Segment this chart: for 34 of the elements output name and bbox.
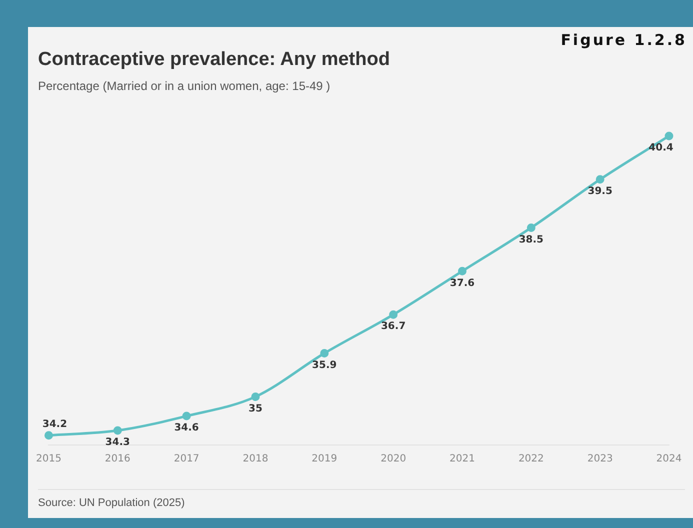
point bbox=[664, 132, 674, 140]
point bbox=[251, 392, 260, 401]
chart-subtitle: Percentage (Married or in a union women, age: 15-49 ) bbox=[38, 79, 330, 93]
chart-title: Contraceptive prevalence: Any method bbox=[38, 49, 390, 71]
x-tick-label: 2020 bbox=[380, 454, 406, 465]
data-label: 34.6 bbox=[174, 422, 199, 434]
point bbox=[458, 266, 466, 276]
data-label: 37.6 bbox=[450, 278, 475, 289]
point bbox=[596, 175, 604, 184]
data-label: 36.7 bbox=[380, 321, 406, 332]
x-tick-label: 2024 bbox=[656, 454, 682, 465]
point bbox=[526, 223, 536, 232]
data-label: 39.5 bbox=[588, 186, 612, 198]
data-label: 34.2 bbox=[42, 418, 68, 430]
x-tick-label: 2021 bbox=[450, 454, 475, 465]
data-label: 38.5 bbox=[518, 234, 544, 246]
x-tick-label: 2023 bbox=[587, 454, 613, 465]
point bbox=[113, 426, 122, 435]
point bbox=[44, 431, 53, 440]
source-note: Source: UN Population (2025) bbox=[38, 497, 185, 509]
point bbox=[320, 349, 329, 358]
x-tick-label: 2015 bbox=[36, 454, 62, 465]
point bbox=[182, 412, 191, 420]
x-tick-label: 2016 bbox=[104, 454, 130, 465]
data-label: 35.9 bbox=[312, 360, 337, 371]
x-tick-label: 2022 bbox=[518, 454, 544, 465]
caption: Figure 1.2.8 bbox=[560, 31, 687, 49]
x-tick-label: 2018 bbox=[242, 454, 268, 465]
x-tick-label: 2019 bbox=[312, 454, 338, 465]
data-label: 40.4 bbox=[648, 142, 674, 154]
data-label: 35 bbox=[248, 403, 262, 414]
point bbox=[389, 310, 398, 319]
x-tick-label: 2017 bbox=[174, 454, 200, 465]
data-label: 34.3 bbox=[105, 437, 130, 448]
